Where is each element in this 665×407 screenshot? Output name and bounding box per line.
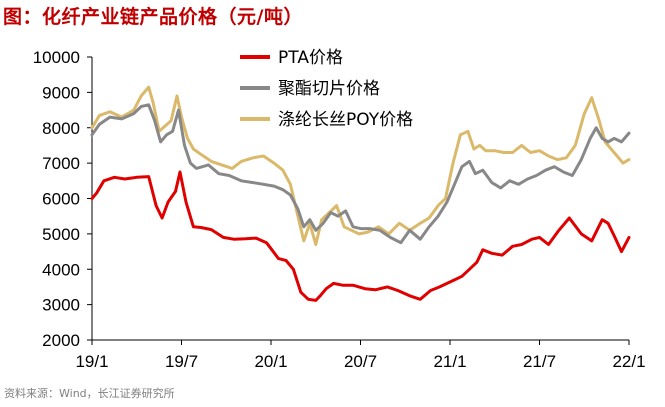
series-line — [90, 170, 631, 302]
y-tick-label: 3000 — [42, 296, 80, 315]
y-tick-label: 9000 — [42, 83, 80, 102]
y-tick-label: 5000 — [42, 225, 80, 244]
legend-label: 涤纶长丝POY价格 — [278, 110, 413, 130]
y-tick-label: 6000 — [42, 190, 80, 209]
series-line — [90, 85, 631, 246]
x-tick-label: 19/7 — [165, 352, 198, 371]
chart-title: 图：化纤产业链产品价格（元/吨） — [3, 6, 303, 28]
source-note: 资料来源：Wind，长江证券研究所 — [4, 387, 175, 400]
x-tick-label: 22/1 — [612, 352, 645, 371]
x-tick-label: 20/1 — [254, 352, 287, 371]
axes: 2000 3000 4000 5000 6000 7000 8000 9000 10000 19/… — [33, 48, 646, 371]
y-tick-label: 4000 — [42, 260, 80, 279]
y-tick-label: 8000 — [42, 119, 80, 138]
series-line — [90, 103, 631, 245]
legend-label: PTA价格 — [278, 48, 343, 68]
x-tick-label: 20/7 — [344, 352, 377, 371]
x-tick-label: 19/1 — [75, 352, 108, 371]
legend-label: 聚酯切片价格 — [278, 79, 380, 99]
series-layer — [90, 85, 631, 302]
x-tick-label: 21/1 — [433, 352, 466, 371]
y-tick-label: 10000 — [33, 48, 80, 67]
y-tick-label: 2000 — [42, 331, 80, 350]
y-tick-label: 7000 — [42, 154, 80, 173]
x-tick-label: 21/7 — [523, 352, 556, 371]
